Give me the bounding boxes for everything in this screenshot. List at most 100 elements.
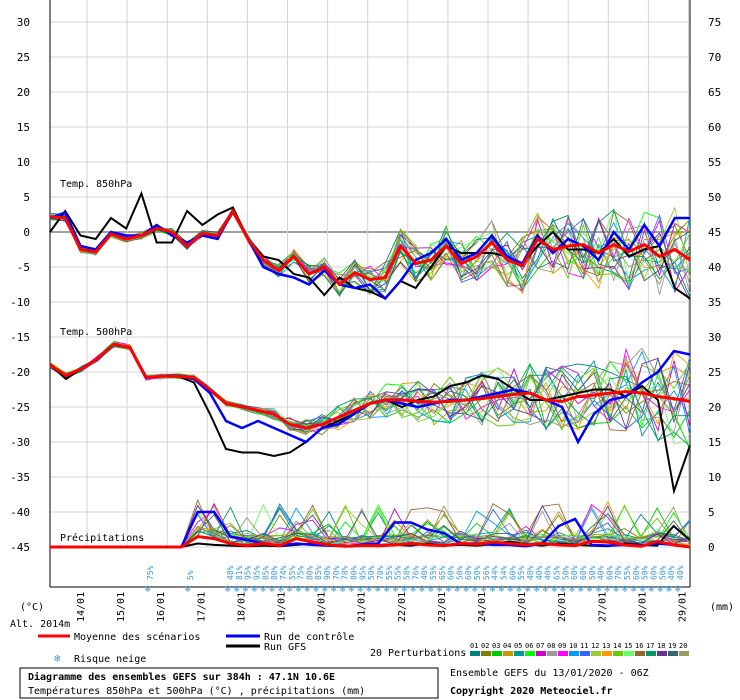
snow-risk-percent: 70% [332, 565, 341, 580]
perturbation-t500-line [49, 343, 691, 436]
snow-risk-percent: 54% [500, 565, 509, 580]
snow-risk-percent: 60% [464, 565, 473, 580]
perturbation-id: 12 [591, 642, 599, 650]
snowflake-icon: ❄ [185, 584, 192, 595]
left-tick-label: 5 [23, 191, 30, 204]
snow-risk-percent: 80% [305, 565, 314, 580]
altitude-label: Alt. 2014m [10, 619, 70, 630]
perturbation-swatch [547, 651, 557, 656]
grid [50, 0, 690, 548]
snow-risk-percent: 55% [385, 565, 394, 580]
right-tick-label: 40 [708, 261, 721, 274]
perturbation-id: 11 [580, 642, 588, 650]
snow-risk-percent: 95% [252, 565, 261, 580]
left-tick-label: -15 [10, 331, 30, 344]
perturbation-swatch [646, 651, 656, 656]
chart-subtitle: Températures 850hPa et 500hPa (°C) , pré… [28, 685, 365, 697]
perturbation-swatch [536, 651, 546, 656]
snowflake-icon: ❄ [349, 584, 356, 595]
snowflake-icon: ❄ [428, 584, 435, 595]
snowflake-icon: ❄ [640, 584, 647, 595]
perturbation-id: 18 [657, 642, 665, 650]
snow-risk-percent: 55% [429, 565, 438, 580]
perturbation-swatch [503, 651, 513, 656]
snowflake-icon: ❄ [410, 584, 417, 595]
snow-risk-percent: 40% [667, 565, 676, 580]
left-tick-label: -20 [10, 366, 30, 379]
perturbation-id: 08 [547, 642, 555, 650]
left-tick-label: 15 [17, 121, 30, 134]
copyright: Copyright 2020 Meteociel.fr [450, 685, 613, 697]
snowflake-icon: ❄ [631, 584, 638, 595]
snowflake-icon: ❄ [384, 584, 391, 595]
snow-risk-percent: 50% [641, 565, 650, 580]
snow-risk-percent: 85% [314, 565, 323, 580]
snow-risk-percent: 90% [323, 565, 332, 580]
right-tick-label: 5 [708, 506, 715, 519]
snow-risk-row: 75%❄5%❄48%❄81%❄95%❄95%❄85%❄80%❄74%❄55%❄7… [145, 565, 685, 595]
snow-risk-percent: 40% [535, 565, 544, 580]
perturbation-swatch [624, 651, 634, 656]
title-box [19, 667, 439, 699]
snowflake-icon: ❄ [375, 584, 382, 595]
perturbation-swatch [470, 651, 480, 656]
snowflake-icon: ❄ [666, 584, 673, 595]
snowflake-icon: ❄ [481, 584, 488, 595]
date-label: 18/01 [236, 592, 247, 622]
snowflake-icon: ❄ [543, 584, 550, 595]
snow-risk-percent: 58% [402, 565, 411, 580]
snowflake-icon: ❄ [569, 584, 576, 595]
date-label: 16/01 [156, 592, 167, 622]
left-axis-ticks: 30 25 20 15 10 5 0 -5 -10 -15 -20 -25 -30 -35 -40 -45 [10, 16, 30, 554]
snowflake-icon: ❄ [287, 584, 294, 595]
snowflake-icon: ❄ [419, 584, 426, 595]
snowflake-icon: ❄ [296, 584, 303, 595]
date-label: 22/01 [397, 592, 408, 622]
snow-risk-percent: 50% [455, 565, 464, 580]
perturbation-swatch [580, 651, 590, 656]
snowflake-icon: ❄ [54, 652, 61, 665]
snowflake-icon: ❄ [604, 584, 611, 595]
right-tick-label: 75 [708, 16, 721, 29]
section-label-precip: Précipitations [60, 532, 144, 544]
perturbation-swatch [635, 651, 645, 656]
snow-risk-percent: 48% [226, 565, 235, 580]
perturbation-id: 06 [525, 642, 533, 650]
right-tick-label: 60 [708, 121, 721, 134]
perturbation-id: 05 [514, 642, 522, 650]
date-label: 14/01 [76, 592, 87, 622]
snowflake-icon: ❄ [622, 584, 629, 595]
snowflake-icon: ❄ [578, 584, 585, 595]
perturbation-id: 17 [646, 642, 654, 650]
snowflake-icon: ❄ [357, 584, 364, 595]
snowflake-icon: ❄ [322, 584, 329, 595]
snow-risk-percent: 50% [561, 565, 570, 580]
snow-risk-percent: 80% [270, 565, 279, 580]
left-tick-label: -30 [10, 436, 30, 449]
perturbation-id: 10 [569, 642, 577, 650]
snow-risk-percent: 60% [605, 565, 614, 580]
right-tick-label: 15 [708, 436, 721, 449]
snow-risk-percent: 60% [632, 565, 641, 580]
section-label-t850: Temp. 850hPa [60, 179, 132, 190]
perturbation-id: 07 [536, 642, 544, 650]
series-t850-line [49, 190, 691, 300]
snow-risk-percent: 65% [552, 565, 561, 580]
snow-risk-percent: 56% [482, 565, 491, 580]
snowflake-icon: ❄ [225, 584, 232, 595]
left-tick-label: 20 [17, 86, 30, 99]
perturbation-swatch [679, 651, 689, 656]
snow-risk-percent: 55% [288, 565, 297, 580]
perturbation-id: 09 [558, 642, 566, 650]
snow-risk-percent: 55% [517, 565, 526, 580]
left-tick-label: -25 [10, 401, 30, 414]
right-tick-label: 30 [708, 331, 721, 344]
right-tick-label: 35 [708, 296, 721, 309]
snowflake-icon: ❄ [260, 584, 267, 595]
date-label: 24/01 [477, 592, 488, 622]
snow-risk-percent: 5% [186, 570, 195, 580]
perturbation-id: 14 [613, 642, 621, 650]
date-axis-labels: 14/01 15/01 16/01 17/01 18/01 19/01 20/01 21/01… [76, 592, 689, 622]
